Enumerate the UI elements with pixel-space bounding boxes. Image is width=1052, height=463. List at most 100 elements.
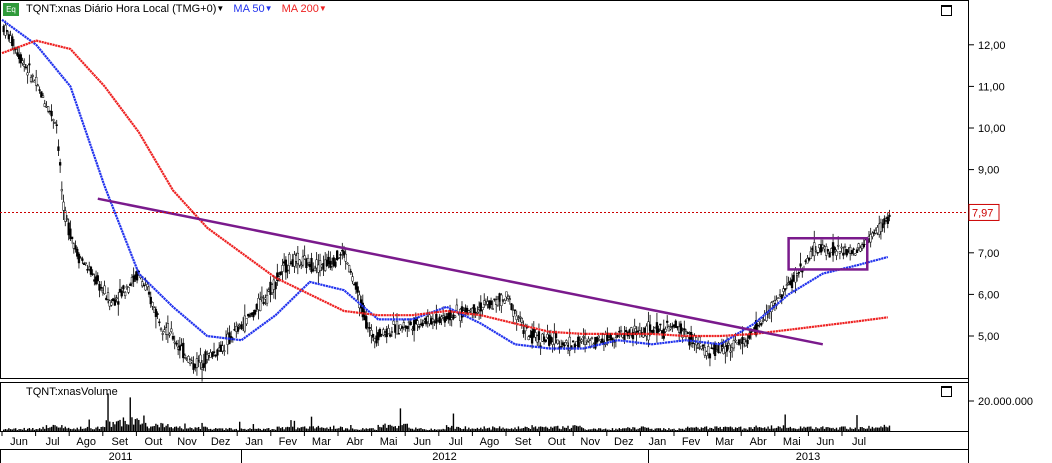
ma50-dropdown-icon[interactable]: ▼ xyxy=(264,4,273,13)
month-label: Abr xyxy=(750,436,767,448)
symbol-label[interactable]: TQNT:xnas Diário Hora Local (TMG+0) xyxy=(26,3,217,15)
candle-body xyxy=(517,317,520,319)
candle-body xyxy=(223,350,226,352)
month-label: Jul xyxy=(449,436,463,448)
candle-body xyxy=(421,322,424,327)
volume-bar xyxy=(57,427,60,431)
month-label: Jan xyxy=(245,436,263,448)
candle-body xyxy=(683,328,686,331)
candle-body xyxy=(84,262,87,265)
maximize-price-panel-icon[interactable] xyxy=(941,5,952,16)
volume-bar xyxy=(483,426,485,431)
volume-bar xyxy=(500,428,503,431)
candle-body xyxy=(443,316,447,323)
candle-body xyxy=(147,291,151,295)
ma50-line xyxy=(1,18,889,350)
last-price-label: 7,97 xyxy=(972,207,993,219)
volume-bar xyxy=(379,426,381,431)
candle-body xyxy=(53,122,57,124)
volume-bar xyxy=(476,427,479,431)
volume-bar xyxy=(461,429,463,431)
volume-bar xyxy=(374,429,376,431)
volume-bar xyxy=(669,429,672,431)
volume-bar xyxy=(546,427,549,431)
volume-bar xyxy=(502,427,504,431)
candle-body xyxy=(440,316,443,319)
volume-bar xyxy=(577,426,579,431)
volume-bar xyxy=(521,428,523,431)
volume-bar xyxy=(353,429,355,431)
ma50-label[interactable]: MA 50 xyxy=(233,3,265,15)
volume-bar xyxy=(235,428,237,431)
candle-body xyxy=(659,323,662,326)
symbol-dropdown-icon[interactable]: ▼ xyxy=(216,4,225,13)
candle-body xyxy=(252,311,255,318)
volume-bar xyxy=(507,428,509,431)
candle-body xyxy=(857,243,860,249)
volume-bar xyxy=(613,430,615,431)
candle-body xyxy=(770,302,773,312)
volume-bar xyxy=(820,427,822,431)
volume-bar xyxy=(695,426,697,431)
volume-bar xyxy=(770,425,773,431)
candle-body xyxy=(240,324,243,330)
candle-body xyxy=(513,309,517,311)
volume-bar xyxy=(387,424,390,431)
candle-body xyxy=(657,328,660,333)
volume-bar xyxy=(97,426,99,431)
volume-bar xyxy=(74,429,77,431)
volume-bar xyxy=(250,429,253,431)
volume-bar xyxy=(3,429,5,431)
volume-bar xyxy=(276,426,279,431)
volume-bar xyxy=(76,427,78,431)
month-label: Ago xyxy=(480,436,500,448)
volume-bar xyxy=(85,428,87,431)
volume-bar xyxy=(847,429,850,431)
volume-bar xyxy=(863,428,865,431)
volume-bar xyxy=(644,427,646,431)
volume-bar xyxy=(524,426,526,431)
volume-bar xyxy=(522,427,525,431)
candle-body xyxy=(406,325,409,330)
volume-bar xyxy=(420,428,422,431)
trendline xyxy=(97,197,824,346)
maximize-volume-panel-icon[interactable] xyxy=(941,386,952,397)
volume-bar xyxy=(832,427,834,431)
candle-body xyxy=(313,267,317,272)
volume-bar xyxy=(285,427,287,431)
volume-bar xyxy=(110,426,113,431)
candle-body xyxy=(609,333,612,341)
volume-bar xyxy=(307,428,309,431)
candle-body xyxy=(756,324,759,327)
volume-bar xyxy=(627,427,629,431)
volume-bar xyxy=(630,429,632,431)
candle-body xyxy=(62,201,65,211)
volume-bar xyxy=(519,428,521,431)
last-price-marker: 7,97 xyxy=(968,203,1000,221)
month-label: Jun xyxy=(817,436,835,448)
volume-bar xyxy=(437,429,439,431)
ma200-label[interactable]: MA 200 xyxy=(281,3,319,15)
candle-body xyxy=(281,265,284,272)
volume-bar xyxy=(871,426,874,431)
volume-bar xyxy=(50,426,53,431)
ma200-dropdown-icon[interactable]: ▼ xyxy=(318,4,327,13)
candle-body xyxy=(578,340,582,343)
candle-body xyxy=(175,342,178,345)
volume-bar xyxy=(293,420,296,431)
volume-bar xyxy=(825,427,827,431)
volume-bar xyxy=(781,428,783,431)
volume-bar xyxy=(586,429,588,431)
candle-body xyxy=(571,340,575,343)
candle-body xyxy=(669,327,672,330)
month-label: Out xyxy=(145,436,163,448)
volume-bar xyxy=(86,426,89,431)
candle-body xyxy=(21,60,24,64)
volume-bar xyxy=(204,426,207,431)
volume-bar xyxy=(661,429,663,431)
volume-bar xyxy=(237,430,239,431)
equity-badge[interactable]: Eq xyxy=(3,3,19,16)
volume-bar xyxy=(375,429,378,431)
volume-bar xyxy=(358,429,361,431)
volume-bar xyxy=(757,427,759,431)
